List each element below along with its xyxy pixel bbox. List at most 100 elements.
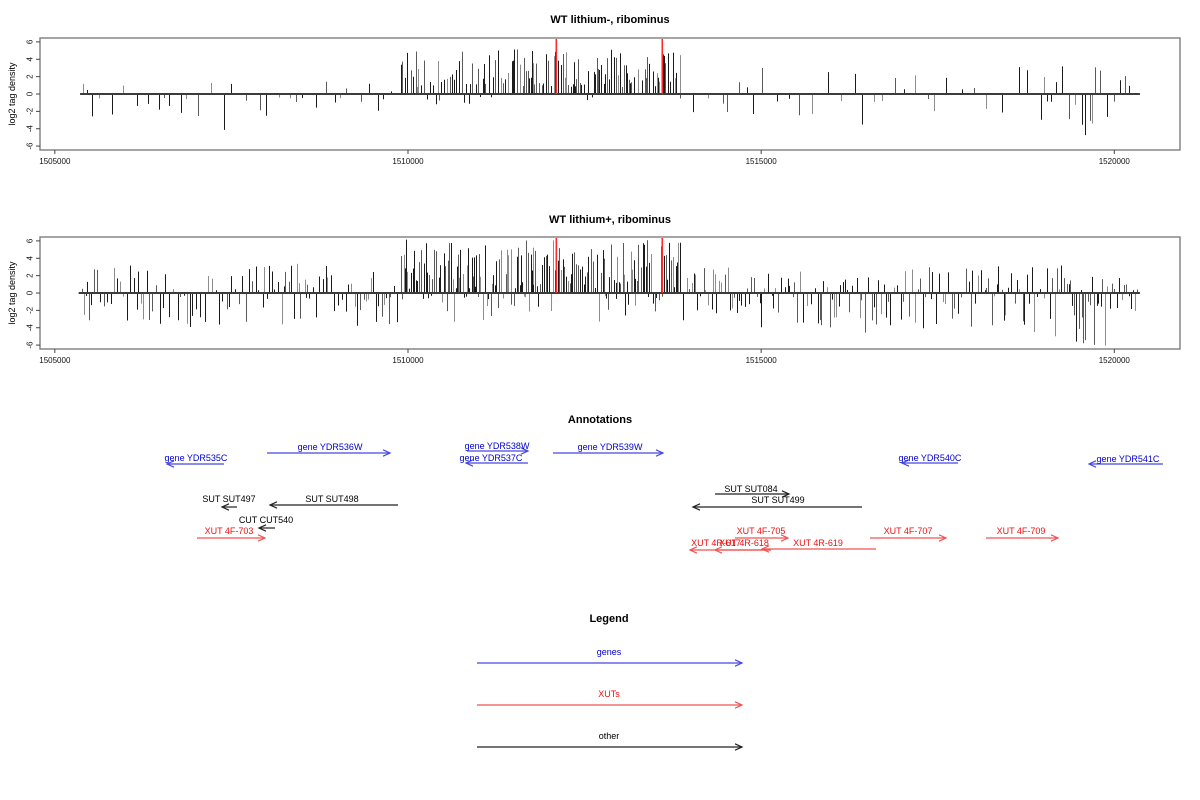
annotation-label: XUT 4R-619 [793, 538, 843, 548]
arrowhead-right-icon [382, 449, 392, 457]
annotation-label: SUT SUT499 [751, 495, 804, 505]
arrowhead-right-icon [1050, 534, 1060, 542]
legend-entry-other: other [477, 731, 744, 751]
annotations-title: Annotations [568, 414, 632, 426]
annotation-label: gene YDR537C [460, 453, 523, 463]
arrowhead-left-icon [691, 503, 701, 511]
annotation-cut-cut540: CUT CUT540 [239, 515, 293, 532]
annotation-label: SUT SUT498 [305, 494, 358, 504]
legend-title: Legend [589, 613, 628, 625]
annotation-label: XUT 4F-707 [884, 526, 933, 536]
y-tick-label: 2 [26, 74, 35, 79]
y-tick-label: 0 [26, 290, 35, 295]
x-tick-label: 1510000 [392, 356, 424, 365]
annotation-gene-ydr536w: gene YDR536W [267, 442, 392, 457]
y-tick-label: -4 [26, 125, 35, 133]
annotation-label: gene YDR540C [899, 453, 962, 463]
annotation-label: SUT SUT084 [724, 484, 777, 494]
annotation-label: gene YDR538W [465, 441, 530, 451]
y-tick-label: 6 [26, 39, 35, 44]
annotation-gene-ydr541c: gene YDR541C [1087, 454, 1163, 468]
x-tick-label: 1505000 [39, 356, 71, 365]
legend-entry-xuts: XUTs [477, 689, 744, 709]
arrowhead-left-icon [713, 546, 723, 554]
x-tick-label: 1510000 [392, 157, 424, 166]
x-tick-label: 1515000 [746, 157, 778, 166]
y-tick-label: 0 [26, 91, 35, 96]
annotation-label: XUT 4R-617 [691, 538, 741, 548]
legend-entry-genes: genes [477, 647, 744, 667]
annotation-xut-4f-705: XUT 4F-705 [735, 526, 790, 542]
annotation-label: SUT SUT497 [202, 494, 255, 504]
y-tick-label: 4 [26, 255, 35, 260]
track1-title: WT lithium-, ribominus [550, 14, 669, 26]
arrowhead-left-icon [257, 524, 267, 532]
annotation-xut-4f-703: XUT 4F-703 [197, 526, 267, 542]
y-tick-label: -4 [26, 324, 35, 332]
annotation-gene-ydr539w: gene YDR539W [553, 442, 665, 457]
legend-entry-label: XUTs [598, 689, 620, 699]
arrowhead-right-icon [734, 701, 744, 709]
x-tick-label: 1515000 [746, 356, 778, 365]
annotation-label: gene YDR539W [578, 442, 643, 452]
y-tick-label: 4 [26, 56, 35, 61]
annotation-gene-ydr537c: gene YDR537C [460, 453, 528, 467]
generated-plot-content: 1505000 1510000 1515000 1520000-6-4-2024615… [26, 37, 1181, 751]
arrowhead-left-icon [165, 460, 175, 468]
annotation-gene-ydr540c: gene YDR540C [899, 453, 962, 467]
annotation-label: gene YDR535C [165, 453, 228, 463]
annotation-sut-sut084: SUT SUT084 [715, 484, 791, 498]
annotation-xut-4r-618: XUT 4R-618 [713, 538, 771, 554]
y-tick-label: -2 [26, 306, 35, 314]
y-tick-label: 2 [26, 273, 35, 278]
arrowhead-left-icon [464, 459, 474, 467]
annotation-gene-ydr535c: gene YDR535C [165, 453, 228, 468]
x-tick-label: 1520000 [1099, 356, 1131, 365]
y-tick-label: 6 [26, 238, 35, 243]
legend-entry-label: other [599, 731, 620, 741]
arrowhead-right-icon [520, 447, 530, 455]
track1-ylabel: log2 tag density [7, 62, 17, 126]
legend-entry-label: genes [597, 647, 622, 657]
arrowhead-left-icon [688, 546, 698, 554]
annotation-xut-4r-619: XUT 4R-619 [760, 538, 876, 553]
arrowhead-left-icon [900, 459, 910, 467]
arrowhead-right-icon [257, 534, 267, 542]
annotation-gene-ydr538w: gene YDR538W [465, 441, 530, 455]
annotation-label: gene YDR541C [1097, 454, 1160, 464]
y-tick-label: -2 [26, 107, 35, 115]
arrowhead-left-icon [1087, 460, 1097, 468]
annotation-label: XUT 4F-709 [997, 526, 1046, 536]
annotation-label: XUT 4F-703 [205, 526, 254, 536]
arrowhead-right-icon [655, 449, 665, 457]
arrowhead-left-icon [760, 545, 770, 553]
arrowhead-right-icon [938, 534, 948, 542]
track2-ylabel: log2 tag density [7, 261, 17, 325]
annotation-xut-4f-709: XUT 4F-709 [986, 526, 1060, 542]
annotation-xut-4f-707: XUT 4F-707 [870, 526, 948, 542]
arrowhead-right-icon [780, 534, 790, 542]
annotation-sut-sut499: SUT SUT499 [691, 495, 862, 511]
legend-block: genes XUTs other [477, 647, 744, 751]
arrowhead-right-icon [781, 490, 791, 498]
x-tick-label: 1505000 [39, 157, 71, 166]
track-2-plot: 1505000 1510000 1515000 1520000 -6 -4 -2 0 2 4 6 [26, 236, 1181, 365]
track2-title: WT lithium+, ribominus [549, 214, 671, 226]
arrowhead-right-icon [734, 659, 744, 667]
annotation-label: XUT 4R-618 [719, 538, 769, 548]
track-1-plot: 1505000 1510000 1515000 1520000 -6 -4 -2 0 2 4 6 [26, 37, 1181, 166]
x-tick-label: 1520000 [1099, 157, 1131, 166]
annotations-track: gene YDR535C gene YDR536W gene YDR538W gene… [165, 441, 1163, 554]
y-tick-label: -6 [26, 142, 35, 150]
annotation-label: XUT 4F-705 [737, 526, 786, 536]
annotation-label: gene YDR536W [298, 442, 363, 452]
annotation-label: CUT CUT540 [239, 515, 293, 525]
y-tick-label: -6 [26, 341, 35, 349]
annotation-sut-sut497: SUT SUT497 [202, 494, 256, 511]
arrowhead-right-icon [734, 743, 744, 751]
arrowhead-left-icon [268, 501, 278, 509]
arrowhead-left-icon [220, 503, 230, 511]
annotation-sut-sut498: SUT SUT498 [268, 494, 398, 509]
